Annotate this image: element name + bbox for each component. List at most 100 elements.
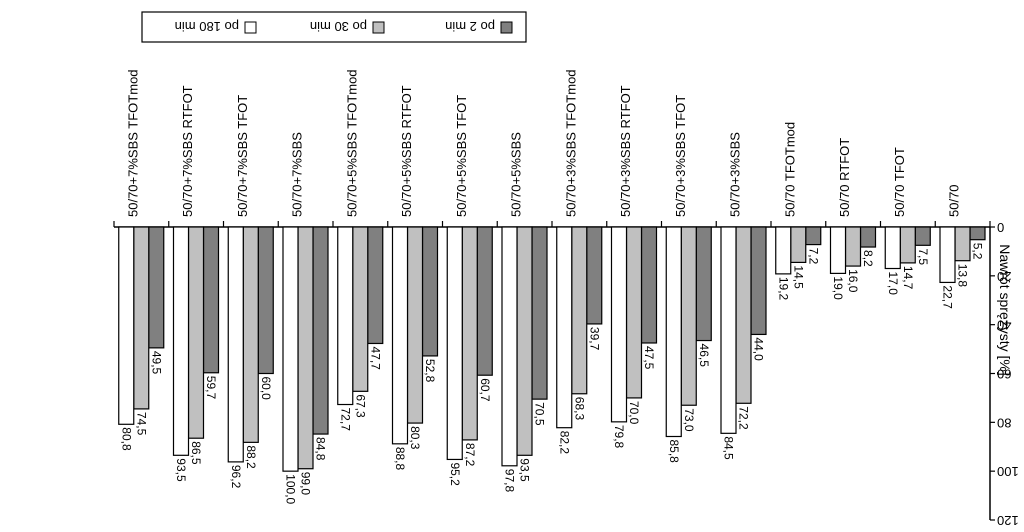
data-label: 39,7 <box>587 327 601 351</box>
category-label: 50/70+7%SBS RTFOT <box>180 85 195 217</box>
legend-swatch <box>500 21 513 34</box>
bar <box>735 226 752 404</box>
bar <box>969 226 986 241</box>
y-tick-label: 120 <box>997 513 1019 528</box>
bar <box>406 226 424 424</box>
bar <box>282 226 299 472</box>
bar <box>790 226 807 264</box>
y-tick-label: 60 <box>997 367 1011 382</box>
legend-label: po 30 min <box>310 19 367 34</box>
category-label: 50/70+3%SBS TFOTmod <box>563 69 578 217</box>
data-label: 70,5 <box>533 402 547 426</box>
bar <box>695 226 712 342</box>
data-label: 14,7 <box>901 266 915 290</box>
data-label: 88,2 <box>244 445 258 469</box>
data-label: 85,8 <box>667 439 681 463</box>
bar <box>297 226 314 470</box>
bar <box>516 226 533 456</box>
y-tick-label: 40 <box>997 318 1011 333</box>
category-label: 50/70+5%SBS TFOT <box>454 95 469 217</box>
category-label: 50/70 <box>947 184 962 217</box>
bar <box>312 226 329 435</box>
data-label: 46,5 <box>697 344 711 368</box>
data-label: 82,2 <box>557 431 571 455</box>
category-label: 50/70 TFOT <box>892 147 907 217</box>
bar <box>172 226 190 456</box>
data-label: 97,8 <box>503 469 517 493</box>
data-label: 87,2 <box>463 443 477 467</box>
data-label: 44,0 <box>752 337 766 361</box>
data-label: 67,3 <box>353 394 367 418</box>
data-label: 60,7 <box>478 378 492 402</box>
category-label: 50/70+7%SBS TFOT <box>235 95 250 217</box>
bar <box>829 226 847 274</box>
data-label: 13,8 <box>956 264 970 288</box>
legend: po 2 min po 30 min po 180 min <box>141 11 527 43</box>
bar <box>720 226 737 434</box>
bar <box>954 226 971 262</box>
bar <box>352 226 369 392</box>
category-label: 50/70+3%SBS TFOT <box>673 95 688 217</box>
data-label: 96,2 <box>229 465 243 489</box>
data-label: 88,8 <box>393 447 407 471</box>
data-label: 7,2 <box>806 248 820 265</box>
data-label: 93,5 <box>174 458 188 482</box>
data-label: 52,8 <box>423 359 437 383</box>
category-label: 50/70+7%SBS TFOTmod <box>125 69 140 217</box>
bar <box>805 226 822 246</box>
bar <box>257 226 274 375</box>
bar <box>421 226 439 357</box>
y-tick-label: 0 <box>997 220 1004 235</box>
data-label: 19,0 <box>831 276 845 300</box>
category-label: 50/70 RTFOT <box>837 138 852 217</box>
bar <box>914 226 931 246</box>
category-label: 50/70 TFOTmod <box>782 122 797 217</box>
bar <box>571 226 588 395</box>
data-label: 19,2 <box>776 277 790 301</box>
bar <box>899 226 916 264</box>
data-label: 79,8 <box>612 425 626 449</box>
data-label: 22,7 <box>941 285 955 309</box>
bar <box>680 226 697 406</box>
data-label: 100,0 <box>284 474 298 504</box>
data-label: 16,0 <box>846 269 860 293</box>
data-label: 47,7 <box>368 346 382 370</box>
category-label: 50/70+5%SBS <box>509 132 524 217</box>
bar <box>775 226 792 275</box>
plot-area: 0 20 40 60 80 100 120 50/70 50/70 TFOT 50/70 RTFO… <box>113 69 1019 528</box>
bar <box>148 226 165 349</box>
data-label: 72,2 <box>737 406 751 430</box>
category-label: 50/70+5%SBS TFOTmod <box>344 69 359 217</box>
data-label: 84,8 <box>314 437 328 461</box>
bar <box>625 226 643 399</box>
data-label: 93,5 <box>518 458 532 482</box>
bar <box>556 226 573 429</box>
bar <box>531 226 548 400</box>
category-label: 50/70+7%SBS <box>290 132 305 217</box>
bar <box>337 226 354 406</box>
data-label: 73,0 <box>682 408 696 432</box>
legend-label: po 180 min <box>175 19 239 34</box>
bar <box>202 226 220 374</box>
legend-swatch <box>372 21 385 34</box>
data-label: 84,5 <box>722 436 736 460</box>
bar <box>501 226 518 467</box>
data-label: 95,2 <box>448 462 462 486</box>
bar <box>227 226 244 463</box>
bar <box>610 226 628 423</box>
bar <box>461 226 478 441</box>
data-label: 49,5 <box>149 351 163 375</box>
data-label: 5,2 <box>971 243 985 260</box>
bar <box>391 226 409 445</box>
data-label: 17,0 <box>886 272 900 296</box>
bar <box>939 226 956 284</box>
bar <box>586 226 603 325</box>
bar <box>187 226 205 439</box>
data-label: 7,5 <box>916 248 930 265</box>
data-label: 47,5 <box>642 346 656 370</box>
bar <box>476 226 493 376</box>
data-label: 80,8 <box>119 427 133 451</box>
bar <box>884 226 901 270</box>
bar <box>367 226 384 345</box>
